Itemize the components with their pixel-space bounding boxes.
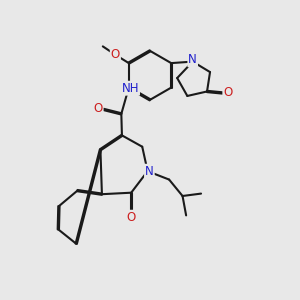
Text: O: O [127, 211, 136, 224]
Text: NH: NH [122, 82, 139, 95]
Text: O: O [93, 102, 103, 115]
Text: N: N [145, 165, 154, 178]
Text: N: N [188, 53, 197, 66]
Text: O: O [223, 86, 232, 100]
Text: O: O [111, 48, 120, 61]
